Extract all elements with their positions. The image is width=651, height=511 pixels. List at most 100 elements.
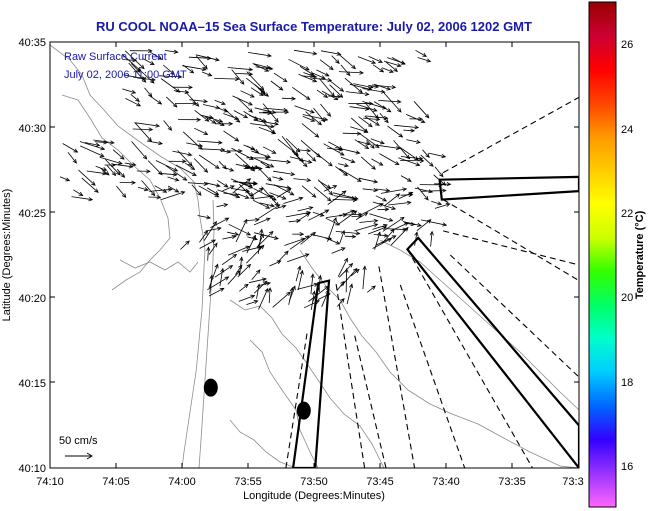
current-arrow xyxy=(203,104,221,110)
current-arrow xyxy=(390,222,410,232)
colorbar-tick-label: 26 xyxy=(621,39,633,51)
current-arrow xyxy=(338,70,365,75)
current-arrow xyxy=(149,51,163,60)
current-arrow xyxy=(178,117,202,122)
colorbar-label: Temperature (°C) xyxy=(634,210,646,299)
colorbar-tick-label: 22 xyxy=(621,208,633,220)
current-arrow xyxy=(197,140,223,145)
current-arrow xyxy=(373,101,392,113)
closed-shipping-lane xyxy=(291,279,331,468)
dashed-shipping-lane xyxy=(335,283,366,468)
current-arrow xyxy=(116,185,127,198)
current-arrow xyxy=(162,64,175,75)
current-arrow xyxy=(62,143,79,153)
current-arrow xyxy=(320,50,342,56)
current-arrow xyxy=(125,98,142,107)
current-arrow xyxy=(141,180,156,197)
current-arrow xyxy=(166,96,178,108)
current-arrow xyxy=(134,122,153,142)
current-arrow xyxy=(131,141,148,160)
current-arrow xyxy=(310,77,333,83)
current-arrow xyxy=(184,162,196,171)
current-arrow xyxy=(362,101,387,110)
current-arrow xyxy=(273,184,295,196)
buoy-east-marker xyxy=(296,401,311,420)
current-arrow xyxy=(301,123,320,138)
x-tick-label: 74:00 xyxy=(168,476,196,488)
current-arrow xyxy=(219,267,225,287)
current-arrow xyxy=(121,53,142,72)
dashed-shipping-lane xyxy=(442,199,579,282)
current-arrow xyxy=(59,176,71,182)
current-arrow xyxy=(258,287,269,310)
current-arrow xyxy=(216,203,229,208)
current-arrow xyxy=(336,210,358,226)
current-arrow xyxy=(360,156,376,170)
current-arrow xyxy=(147,140,164,146)
current-arrow xyxy=(161,191,186,200)
current-arrow xyxy=(243,144,256,151)
dashed-shipping-lane xyxy=(399,284,466,468)
current-arrow xyxy=(434,202,451,209)
current-arrow xyxy=(112,149,125,160)
map-plot-area xyxy=(50,42,579,468)
current-arrow xyxy=(106,165,117,177)
colorbar-tick-label: 18 xyxy=(621,377,633,389)
current-arrow xyxy=(250,87,264,97)
current-arrow xyxy=(189,99,209,104)
current-arrow xyxy=(232,95,253,106)
current-arrow xyxy=(340,156,356,164)
current-arrow xyxy=(364,116,380,126)
x-tick-label: 73:35 xyxy=(498,476,526,488)
current-arrow xyxy=(254,107,277,114)
x-tick-label: 73:45 xyxy=(366,476,394,488)
axis-tick-marks xyxy=(49,41,579,469)
current-arrow xyxy=(273,170,296,177)
current-arrow xyxy=(84,142,101,147)
current-arrow xyxy=(122,88,137,94)
current-arrow xyxy=(363,117,381,122)
current-arrow xyxy=(405,114,426,123)
current-arrow xyxy=(378,99,402,104)
current-arrow xyxy=(336,298,345,307)
current-arrow xyxy=(403,128,416,133)
current-arrow xyxy=(243,166,263,171)
current-arrow xyxy=(368,56,383,63)
current-arrow xyxy=(135,122,161,128)
current-arrow xyxy=(137,77,156,82)
current-arrow xyxy=(204,116,217,124)
current-arrow xyxy=(228,223,252,236)
scale-arrow xyxy=(65,452,93,460)
current-arrow xyxy=(365,115,389,120)
current-arrow xyxy=(333,195,357,201)
current-arrow xyxy=(246,300,259,305)
current-arrow xyxy=(316,69,330,77)
current-arrow xyxy=(372,201,397,210)
current-arrow xyxy=(180,240,190,250)
current-arrow xyxy=(357,140,371,146)
current-arrow xyxy=(388,200,412,206)
current-arrow xyxy=(431,200,443,206)
current-arrow xyxy=(116,168,126,178)
current-arrow xyxy=(338,53,357,70)
current-arrow xyxy=(233,110,249,119)
current-arrow xyxy=(314,151,333,167)
current-arrow xyxy=(273,72,288,83)
current-arrow xyxy=(163,120,173,131)
current-arrow xyxy=(164,49,179,54)
current-arrow xyxy=(262,146,277,154)
current-arrow xyxy=(367,285,376,293)
current-arrow xyxy=(387,125,404,138)
y-tick-label: 40:25 xyxy=(18,208,46,220)
current-arrow xyxy=(292,232,305,237)
y-axis-label: Latitude (Degrees:Minutes) xyxy=(1,189,13,322)
current-arrow xyxy=(73,189,84,196)
current-arrow xyxy=(287,253,310,263)
current-arrow xyxy=(320,103,332,117)
current-arrow xyxy=(312,211,325,217)
offshore-contour-2 xyxy=(299,249,579,468)
current-arrow xyxy=(132,127,154,132)
closed-shipping-lane xyxy=(405,236,579,468)
current-arrow xyxy=(415,49,427,57)
current-arrow xyxy=(310,273,315,295)
